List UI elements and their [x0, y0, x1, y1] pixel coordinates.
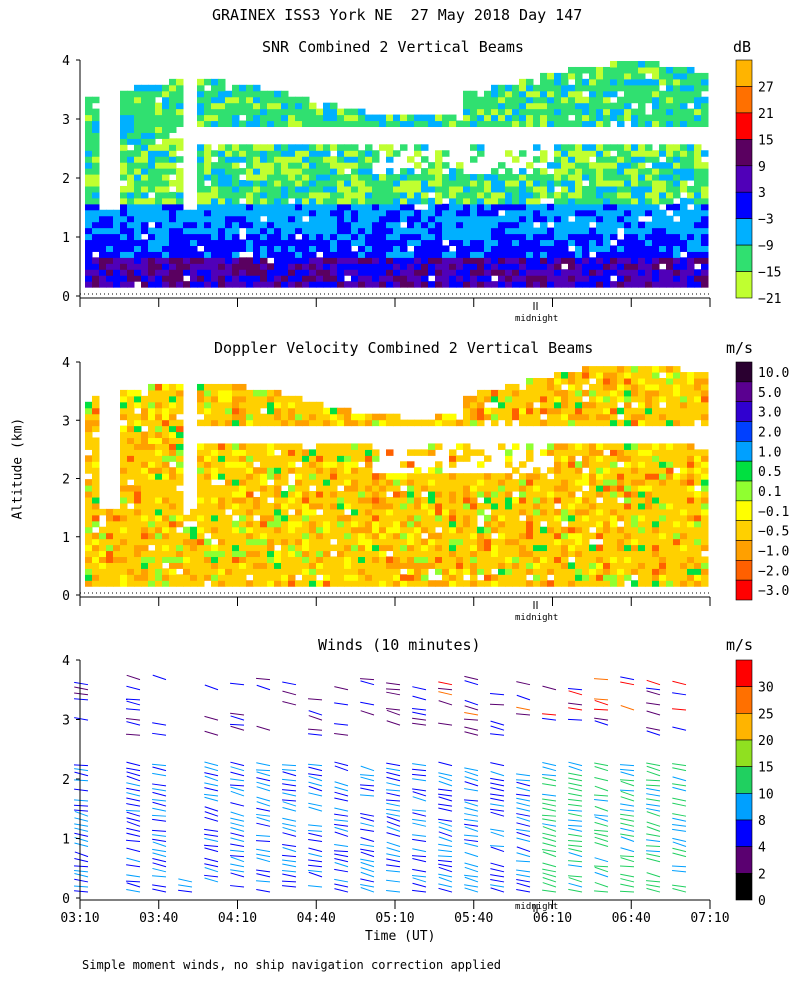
colorbar-label-doppler: −3.0 — [758, 584, 789, 599]
colorbar-label-doppler: 1.0 — [758, 445, 781, 460]
colorbar-unit-doppler: m/s — [726, 339, 754, 357]
colorbar-label-winds: 0 — [758, 894, 766, 909]
colorbar-label-doppler: 0.1 — [758, 485, 781, 500]
colorbar-label-doppler: 10.0 — [758, 366, 789, 381]
colorbar-swatch-doppler — [735, 421, 753, 442]
colorbar-swatch-snr — [735, 191, 753, 219]
colorbar-label-snr: 15 — [758, 133, 774, 148]
y-tick-label-winds: 4 — [62, 654, 70, 669]
y-tick-label-winds: 3 — [62, 714, 70, 729]
colorbar-swatch-winds — [735, 713, 753, 741]
x-tick-label: 03:40 — [139, 911, 178, 926]
colorbar-label-doppler: 2.0 — [758, 425, 781, 440]
colorbar-label-winds: 2 — [758, 867, 766, 882]
y-tick-label-winds: 0 — [62, 892, 70, 907]
colorbar-unit-snr: dB — [733, 38, 752, 56]
colorbar-swatch-winds — [735, 686, 753, 714]
colorbar-swatch-snr — [735, 244, 753, 272]
colorbar-swatch-snr — [735, 86, 753, 114]
colorbar-swatch-doppler — [735, 560, 753, 581]
colorbar-label-doppler: −1.0 — [758, 544, 789, 559]
colorbar-label-doppler: 5.0 — [758, 386, 781, 401]
x-tick-label: 04:40 — [297, 911, 336, 926]
colorbar-label-doppler: 3.0 — [758, 406, 781, 421]
y-tick-label-snr: 3 — [62, 113, 70, 128]
colorbar-label-snr: −21 — [758, 292, 781, 307]
y-tick-label-snr: 4 — [62, 54, 70, 69]
colorbar-swatch-doppler — [735, 480, 753, 502]
page-title: GRAINEX ISS3 York NE 27 May 2018 Day 147 — [212, 6, 583, 24]
x-tick-label: 04:10 — [218, 911, 257, 926]
colorbar-swatch-winds — [735, 739, 753, 767]
colorbar-label-winds: 8 — [758, 814, 766, 829]
midnight-label-snr: midnight — [515, 314, 559, 324]
colorbar-swatch-winds — [735, 819, 753, 847]
colorbar-swatch-doppler — [735, 520, 753, 541]
colorbar-label-winds: 25 — [758, 707, 774, 722]
y-tick-label-doppler: 3 — [62, 414, 70, 429]
y-tick-label-snr: 0 — [62, 290, 70, 305]
colorbar-swatch-snr — [735, 59, 753, 87]
colorbar-label-snr: 27 — [758, 80, 774, 95]
colorbar-unit-winds: m/s — [726, 636, 754, 654]
colorbar-swatch-winds — [735, 793, 753, 821]
x-axis-label: Time (UT) — [365, 929, 436, 944]
colorbar-swatch-winds — [735, 846, 753, 874]
colorbar-swatch-snr — [735, 112, 753, 140]
colorbar-label-winds: 10 — [758, 787, 774, 802]
colorbar-swatch-doppler — [735, 579, 753, 601]
colorbar-swatch-snr — [735, 139, 753, 167]
midnight-label-doppler: midnight — [515, 613, 559, 623]
colorbar-label-doppler: 0.5 — [758, 465, 781, 480]
colorbar-swatch-doppler — [735, 381, 753, 402]
heatmap-doppler — [85, 366, 709, 587]
colorbar-label-snr: −3 — [758, 213, 774, 228]
panel-title-snr: SNR Combined 2 Vertical Beams — [262, 38, 524, 56]
colorbar-swatch-snr — [735, 165, 753, 193]
colorbar-swatch-winds — [735, 659, 753, 687]
x-tick-label: 06:40 — [612, 911, 651, 926]
colorbar-swatch-doppler — [735, 460, 753, 482]
colorbar-label-snr: 9 — [758, 160, 766, 175]
colorbar-swatch-winds — [735, 873, 753, 901]
x-tick-label: 06:10 — [533, 911, 572, 926]
colorbar-label-winds: 20 — [758, 734, 774, 749]
panel-title-winds: Winds (10 minutes) — [318, 636, 481, 654]
y-tick-label-doppler: 0 — [62, 589, 70, 604]
colorbar-label-snr: 3 — [758, 186, 766, 201]
y-tick-label-doppler: 4 — [62, 356, 70, 371]
colorbar-swatch-winds — [735, 766, 753, 794]
colorbar-swatch-doppler — [735, 401, 753, 422]
y-tick-label-doppler: 1 — [62, 531, 70, 546]
colorbar-label-doppler: −0.1 — [758, 505, 789, 520]
panel-title-doppler: Doppler Velocity Combined 2 Vertical Bea… — [214, 339, 594, 357]
x-tick-label: 07:10 — [690, 911, 729, 926]
colorbar-swatch-doppler — [735, 540, 753, 561]
colorbar-swatch-doppler — [735, 500, 753, 521]
colorbar-label-snr: −15 — [758, 266, 781, 281]
y-tick-label-snr: 1 — [62, 231, 70, 246]
y-tick-label-doppler: 2 — [62, 473, 70, 488]
colorbar-label-doppler: −0.5 — [758, 525, 789, 540]
colorbar-swatch-doppler — [735, 361, 753, 383]
wind-barbs — [73, 674, 687, 893]
colorbar-label-winds: 15 — [758, 761, 774, 776]
colorbar-label-winds: 4 — [758, 841, 766, 856]
colorbar-label-snr: 21 — [758, 107, 774, 122]
colorbar-swatch-snr — [735, 271, 753, 299]
colorbar-label-doppler: −2.0 — [758, 564, 789, 579]
y-tick-label-winds: 1 — [62, 833, 70, 848]
colorbar-label-winds: 30 — [758, 681, 774, 696]
x-tick-label: 05:10 — [375, 911, 414, 926]
colorbar-swatch-snr — [735, 218, 753, 246]
x-tick-label: 03:10 — [60, 911, 99, 926]
y-tick-label-snr: 2 — [62, 172, 70, 187]
heatmap-snr — [85, 61, 709, 288]
y-tick-label-winds: 2 — [62, 773, 70, 788]
x-tick-label: 05:40 — [454, 911, 493, 926]
colorbar-swatch-doppler — [735, 441, 753, 462]
colorbar-label-snr: −9 — [758, 239, 774, 254]
footnote: Simple moment winds, no ship navigation … — [82, 958, 502, 972]
